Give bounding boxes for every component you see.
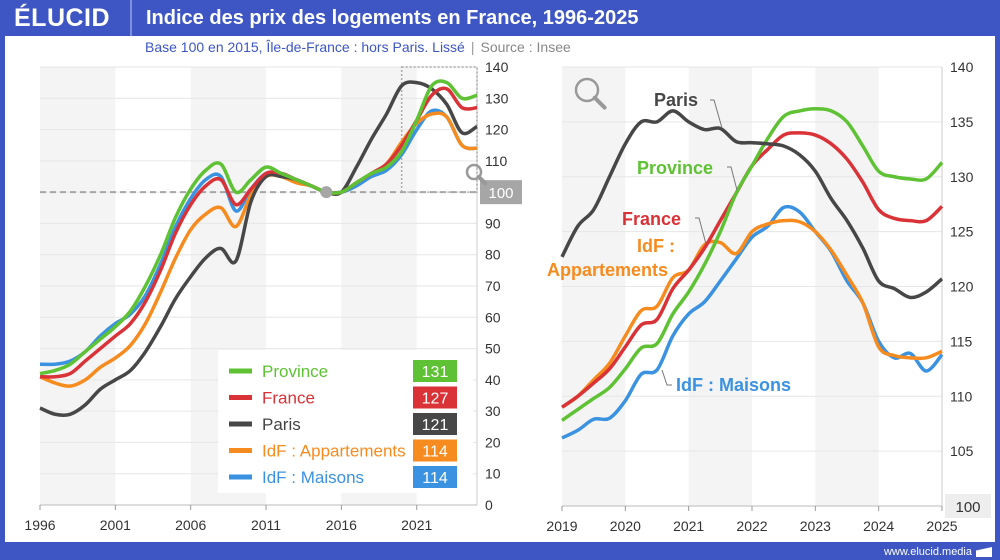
x-tick-label: 2024 — [863, 518, 894, 534]
legend-value-box — [413, 413, 457, 435]
flag-icon — [976, 547, 992, 557]
y-tick-label: 100 — [955, 499, 980, 516]
y-tick-label: 70 — [485, 278, 501, 294]
y-tick-label: 40 — [485, 372, 501, 388]
header-bar: ÉLUCID Indice des prix des logements en … — [0, 0, 1000, 36]
annotation-leader-line — [661, 369, 672, 386]
subtitle: Base 100 en 2015, Île-de-France : hors P… — [0, 39, 1000, 55]
y-tick-label: 105 — [950, 443, 974, 459]
y-tick-label: 120 — [485, 122, 509, 138]
legend-label: IdF : Appartements — [262, 442, 406, 461]
y-tick-label: 80 — [485, 247, 501, 263]
series-annotation: IdF : — [637, 236, 675, 256]
series-line — [39, 79, 478, 376]
elucid-logo: ÉLUCID — [14, 4, 111, 32]
subtitle-text: Base 100 en 2015, Île-de-France : hors P… — [145, 39, 465, 55]
y-tick-label: 90 — [485, 215, 501, 231]
y-tick-label: 135 — [950, 114, 974, 130]
x-tick-label: 1996 — [24, 517, 55, 533]
x-tick-label: 2022 — [736, 518, 767, 534]
series-annotation: IdF : Maisons — [676, 375, 791, 395]
x-tick-label: 2016 — [326, 517, 357, 533]
annotation-leader-line — [710, 99, 723, 129]
y-tick-label: 125 — [950, 224, 974, 240]
magnifier-icon — [574, 77, 607, 110]
legend-value-box — [413, 360, 457, 382]
page-title: Indice des prix des logements en France,… — [146, 7, 639, 29]
magnifier-lens — [574, 77, 600, 103]
legend-label: Province — [262, 362, 328, 381]
legend-label: France — [262, 389, 315, 408]
magnifier-handle — [476, 174, 488, 186]
x-tick-label: 2001 — [100, 517, 131, 533]
x-tick-label: 2006 — [175, 517, 206, 533]
series-annotation: Province — [637, 158, 713, 178]
series-annotation: Appartements — [547, 260, 668, 280]
y-tick-label: 120 — [950, 279, 974, 295]
x-tick-label: 2020 — [610, 518, 641, 534]
legend-value: 114 — [422, 470, 448, 487]
legend-value: 114 — [422, 444, 448, 461]
magnifier-handle — [592, 95, 607, 110]
y-tick-label: 115 — [950, 333, 973, 349]
magnifier-icon — [465, 163, 488, 186]
magnifier-lens — [465, 163, 483, 181]
header-divider — [130, 0, 132, 36]
y-tick-label: 110 — [950, 388, 973, 404]
y-tick-label: 130 — [485, 90, 509, 106]
legend-value: 121 — [422, 417, 449, 434]
y-tick-label: 10 — [485, 466, 501, 482]
y-tick-label: 0 — [485, 497, 493, 513]
legend-label: IdF : Maisons — [262, 468, 364, 487]
highlight-tick-box — [945, 494, 991, 518]
series-line — [561, 218, 943, 409]
y-tick-label: 20 — [485, 434, 501, 450]
legend-value-box — [413, 466, 457, 488]
series-annotation: Paris — [654, 90, 698, 110]
y-tick-label: 140 — [485, 59, 509, 75]
x-tick-label: 2025 — [926, 518, 957, 534]
base-point — [320, 186, 333, 199]
series-line — [560, 109, 944, 300]
legend-value: 131 — [422, 364, 449, 381]
y-tick-label: 50 — [485, 341, 501, 357]
y-tick-label: 60 — [485, 309, 501, 325]
y-tick-label: 130 — [950, 169, 974, 185]
subtitle-separator: | — [470, 39, 475, 55]
series-line — [39, 86, 478, 379]
y-tick-label: 30 — [485, 403, 501, 419]
x-tick-label: 2019 — [546, 518, 577, 534]
legend-value: 127 — [422, 391, 449, 408]
x-tick-label: 2023 — [800, 518, 831, 534]
y-tick-label: 110 — [485, 153, 508, 169]
x-tick-label: 2011 — [251, 517, 281, 533]
series-line — [561, 204, 944, 440]
y-tick-label: 100 — [488, 185, 513, 202]
highlight-tick-box — [480, 180, 522, 205]
footer-url[interactable]: www.elucid.media — [883, 546, 972, 558]
zoom-box — [400, 66, 478, 193]
x-tick-label: 2021 — [401, 517, 432, 533]
series-line — [561, 106, 944, 422]
legend-label: Paris — [262, 415, 301, 434]
series-annotation: France — [622, 209, 681, 229]
annotation-leader-line — [727, 166, 738, 191]
legend-value-box — [413, 439, 457, 462]
x-tick-label: 2021 — [673, 518, 704, 534]
annotation-leader-line — [695, 217, 707, 245]
source-text: Source : Insee — [480, 39, 571, 55]
legend-value-box — [413, 386, 457, 409]
series-line — [39, 80, 478, 417]
y-tick-label: 140 — [950, 59, 974, 75]
